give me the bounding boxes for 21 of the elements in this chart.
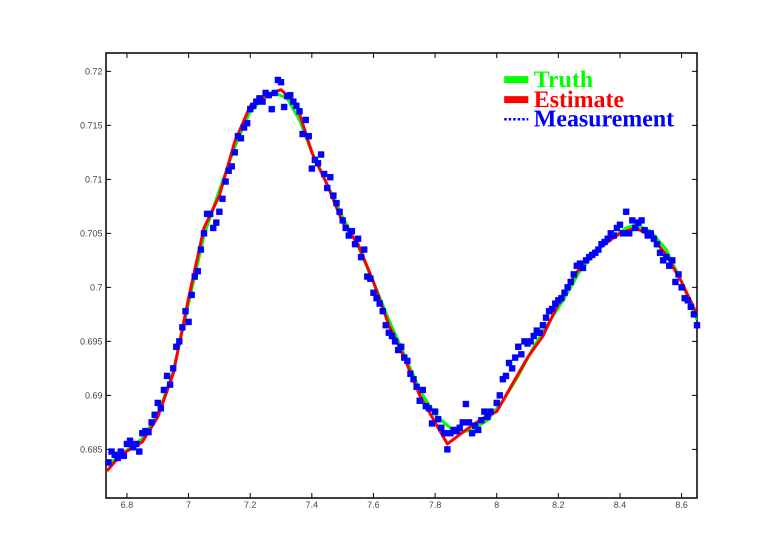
x-tick-label: 6.8 — [121, 502, 133, 508]
x-tick-label: 7 — [186, 502, 191, 508]
x-tick-label: 8.4 — [614, 502, 626, 508]
y-tick-label: 0.695 — [80, 338, 102, 345]
y-tick-label: 0.72 — [85, 68, 102, 75]
x-tick-label: 7.2 — [244, 502, 256, 508]
y-tick-label: 0.7 — [90, 284, 102, 291]
x-tick-label: 8.6 — [676, 502, 688, 508]
x-tick-label: 8.2 — [552, 502, 564, 508]
legend-label: Measurement — [534, 110, 674, 127]
x-tick-label: 7.6 — [368, 502, 380, 508]
x-tick-label: 8 — [494, 502, 499, 508]
x-tick-label: 7.4 — [306, 502, 318, 508]
y-tick-label: 0.715 — [80, 122, 102, 129]
y-tick-label: 0.705 — [80, 230, 102, 237]
x-tick-label: 7.8 — [429, 502, 441, 508]
y-tick-label: 0.71 — [85, 176, 102, 183]
y-tick-label: 0.685 — [80, 446, 102, 453]
legend-label: Truth — [534, 70, 593, 88]
y-tick-label: 0.69 — [85, 392, 102, 399]
legend-label: Estimate — [534, 90, 624, 108]
